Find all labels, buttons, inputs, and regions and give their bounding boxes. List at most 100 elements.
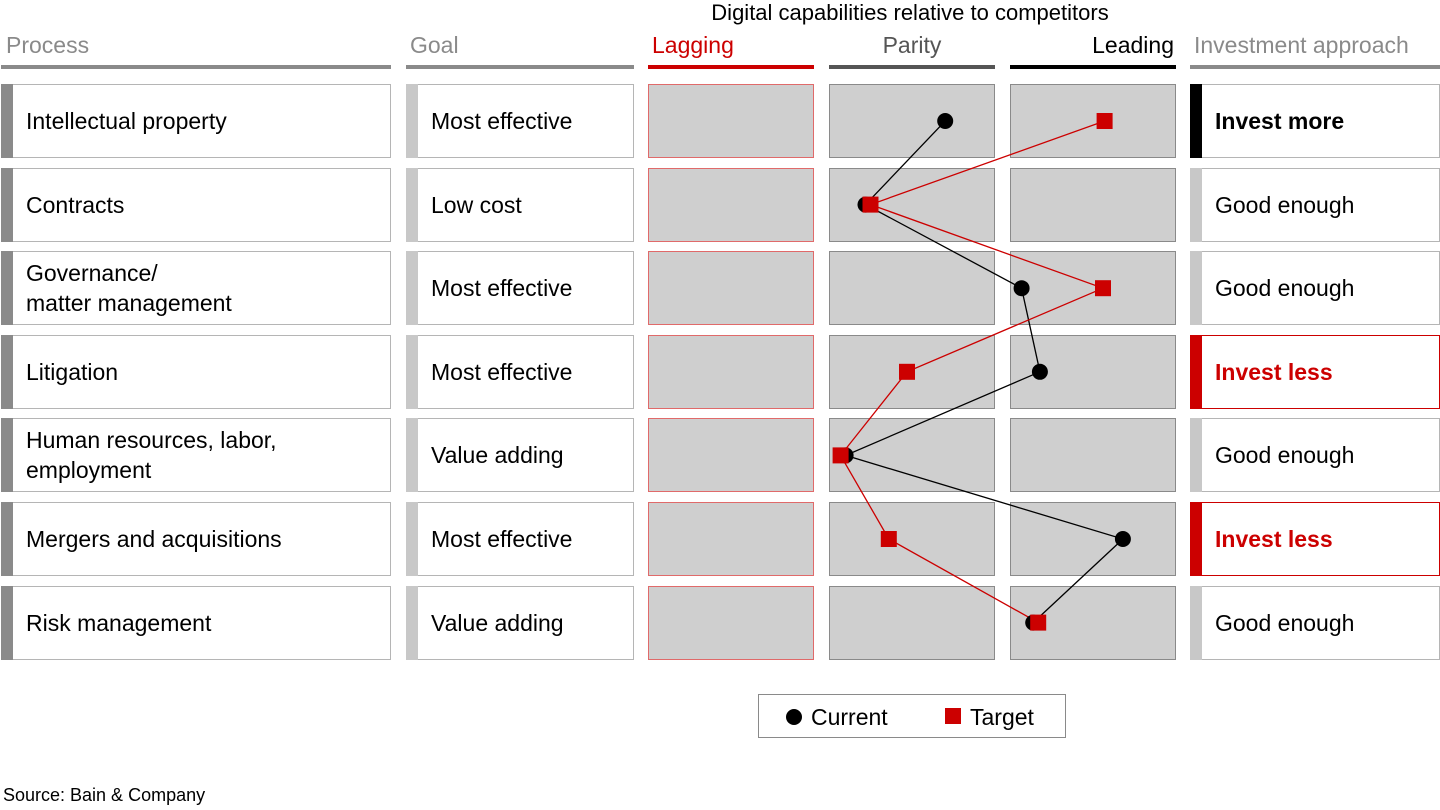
process-accent (1, 335, 13, 409)
lagging-cell (648, 251, 814, 325)
process-accent (1, 418, 13, 492)
investment-cell: Good enough (1190, 251, 1440, 325)
lagging-cell (648, 84, 814, 158)
lagging-cell (648, 418, 814, 492)
process-label: Contracts (26, 192, 125, 218)
process-cell: Risk management (1, 586, 391, 660)
header-process-rule (1, 65, 391, 69)
goal-accent (406, 502, 418, 576)
investment-cell: Good enough (1190, 168, 1440, 242)
series-line-target (839, 120, 1105, 624)
lagging-cell (648, 502, 814, 576)
investment-cell: Invest less (1190, 502, 1440, 576)
process-accent (1, 586, 13, 660)
investment-accent (1190, 335, 1202, 409)
investment-label: Good enough (1215, 610, 1355, 636)
process-accent (1, 251, 13, 325)
point-target-5 (880, 531, 897, 547)
investment-label: Good enough (1215, 192, 1355, 218)
process-cell: Intellectual property (1, 84, 391, 158)
goal-label: Value adding (431, 442, 564, 468)
investment-label: Invest less (1215, 526, 1333, 552)
investment-label: Invest less (1215, 359, 1333, 385)
goal-cell: Value adding (406, 586, 634, 660)
point-target-0 (1096, 113, 1113, 129)
investment-accent (1190, 251, 1202, 325)
header-leading: Leading (1092, 32, 1174, 58)
process-accent (1, 502, 13, 576)
goal-accent (406, 84, 418, 158)
parity-cell (829, 502, 995, 576)
lagging-cell (648, 586, 814, 660)
leading-cell (1010, 84, 1176, 158)
goal-cell: Most effective (406, 84, 634, 158)
investment-cell: Good enough (1190, 586, 1440, 660)
goal-label: Most effective (431, 108, 573, 134)
legend-target-marker (945, 708, 961, 724)
process-label: Governance/ matter management (26, 260, 232, 316)
point-target-6 (1030, 614, 1047, 631)
investment-label: Good enough (1215, 275, 1355, 301)
header-parity: Parity (882, 32, 942, 58)
header-process: Process (6, 32, 90, 58)
investment-label: Good enough (1215, 442, 1355, 468)
investment-accent (1190, 418, 1202, 492)
investment-cell: Good enough (1190, 418, 1440, 492)
goal-label: Most effective (431, 526, 573, 552)
header-lagging-rule (648, 65, 814, 69)
leading-cell (1010, 418, 1176, 492)
goal-cell: Low cost (406, 168, 634, 242)
source-note: Source: Bain & Company (3, 785, 206, 805)
header-goal: Goal (410, 32, 459, 58)
header-parity-rule (829, 65, 995, 69)
process-cell: Litigation (1, 335, 391, 409)
point-current-3 (1031, 363, 1048, 380)
process-cell: Governance/ matter management (1, 251, 391, 325)
investment-accent (1190, 84, 1202, 158)
goal-label: Most effective (431, 359, 573, 385)
header-goal-rule (406, 65, 634, 69)
chart-title: Digital capabilities relative to competi… (711, 0, 1109, 25)
legend-current-label: Current (811, 704, 888, 730)
process-label: Mergers and acquisitions (26, 526, 282, 552)
goal-accent (406, 586, 418, 660)
point-current-0 (937, 113, 954, 129)
series-line-current (843, 120, 1125, 624)
goal-accent (406, 418, 418, 492)
goal-accent (406, 335, 418, 409)
point-current-2 (1013, 280, 1030, 297)
header-investment: Investment approach (1194, 32, 1409, 58)
leading-cell (1010, 502, 1176, 576)
goal-cell: Value adding (406, 418, 634, 492)
header-investment-rule (1190, 65, 1440, 69)
leading-cell (1010, 168, 1176, 242)
parity-cell (829, 586, 995, 660)
parity-cell (829, 418, 995, 492)
process-cell: Contracts (1, 168, 391, 242)
legend-current-marker (786, 709, 802, 725)
goal-label: Low cost (431, 192, 522, 218)
goal-label: Most effective (431, 275, 573, 301)
parity-cell (829, 251, 995, 325)
point-target-3 (899, 363, 915, 380)
header-lagging: Lagging (652, 32, 734, 58)
goal-cell: Most effective (406, 335, 634, 409)
process-label: Intellectual property (26, 108, 227, 134)
process-label: Risk management (26, 610, 212, 636)
investment-accent (1190, 586, 1202, 660)
process-label: Human resources, labor, employment (26, 427, 277, 483)
goal-cell: Most effective (406, 502, 634, 576)
process-accent (1, 168, 13, 242)
goal-accent (406, 251, 418, 325)
goal-label: Value adding (431, 610, 564, 636)
leading-cell (1010, 251, 1176, 325)
process-cell: Human resources, labor, employment (1, 418, 391, 492)
process-cell: Mergers and acquisitions (1, 502, 391, 576)
point-target-2 (1095, 280, 1111, 297)
investment-accent (1190, 502, 1202, 576)
point-target-4 (832, 447, 849, 464)
investment-cell: Invest more (1190, 84, 1440, 158)
investment-label: Invest more (1215, 108, 1345, 134)
goal-cell: Most effective (406, 251, 634, 325)
process-label: Litigation (26, 359, 119, 385)
